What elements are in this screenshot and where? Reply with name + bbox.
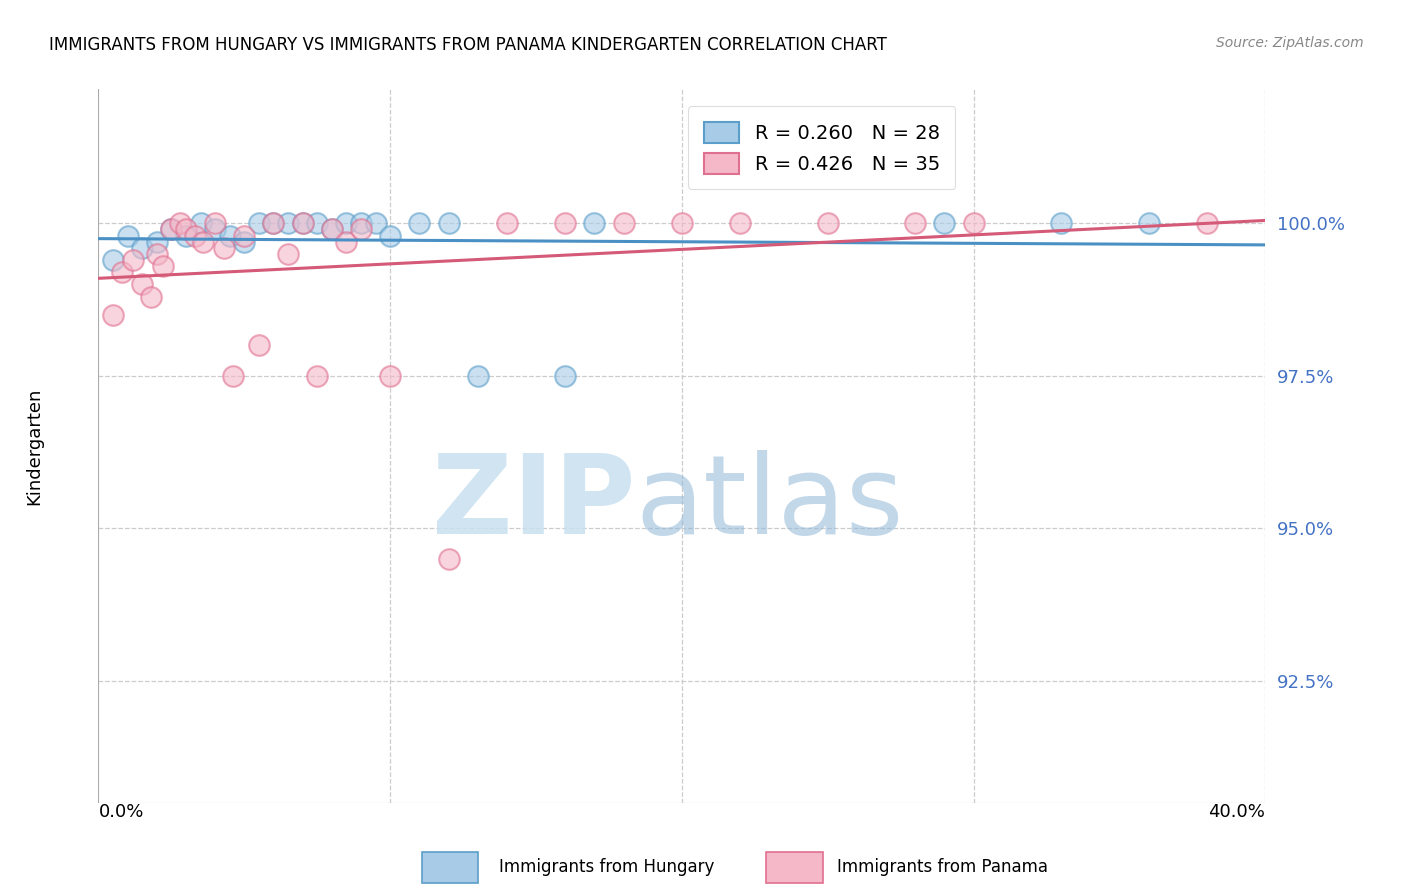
Point (554, 216, 576, 230)
Point (174, 228, 197, 243)
Point (554, 368, 576, 383)
Point (131, 277, 153, 292)
Point (277, 247, 299, 261)
Point (364, 216, 387, 230)
Text: IMMIGRANTS FROM HUNGARY VS IMMIGRANTS FROM PANAMA KINDERGARTEN CORRELATION CHART: IMMIGRANTS FROM HUNGARY VS IMMIGRANTS FR… (49, 36, 887, 54)
Point (247, 216, 270, 230)
Point (139, 289, 162, 303)
Point (131, 241, 153, 255)
Text: Immigrants from Panama: Immigrants from Panama (837, 858, 1047, 876)
Point (152, 259, 174, 273)
Text: Immigrants from Hungary: Immigrants from Hungary (499, 858, 714, 876)
Text: 0.0%: 0.0% (98, 803, 143, 821)
Point (335, 235, 357, 249)
Point (233, 235, 256, 249)
Point (321, 222, 343, 236)
Point (146, 247, 169, 261)
Text: ZIP: ZIP (432, 450, 636, 557)
Point (467, 368, 489, 383)
Point (111, 265, 134, 279)
Point (221, 368, 243, 383)
Point (212, 241, 235, 255)
Point (190, 216, 212, 230)
Legend: R = 0.260   N = 28, R = 0.426   N = 35: R = 0.260 N = 28, R = 0.426 N = 35 (689, 106, 956, 189)
Point (204, 216, 226, 230)
Point (817, 216, 839, 230)
Point (277, 216, 299, 230)
Point (437, 216, 460, 230)
Point (408, 216, 430, 230)
Text: atlas: atlas (636, 450, 904, 557)
Point (160, 222, 183, 236)
Point (307, 368, 329, 383)
Point (350, 216, 373, 230)
Point (233, 228, 256, 243)
Point (218, 228, 240, 243)
Point (101, 252, 124, 267)
Point (1050, 216, 1073, 230)
Point (583, 216, 606, 230)
Point (1195, 216, 1218, 230)
Point (122, 252, 145, 267)
Point (378, 368, 402, 383)
Point (728, 216, 751, 230)
Point (169, 216, 191, 230)
Point (117, 228, 139, 243)
Point (612, 216, 634, 230)
Text: Source: ZipAtlas.com: Source: ZipAtlas.com (1216, 36, 1364, 50)
Point (160, 222, 183, 236)
Point (321, 222, 343, 236)
Point (495, 216, 517, 230)
Point (146, 235, 169, 249)
Point (262, 216, 284, 230)
Point (247, 338, 270, 352)
Point (962, 216, 984, 230)
Point (671, 216, 693, 230)
Point (1137, 216, 1160, 230)
Point (307, 216, 329, 230)
Point (193, 235, 215, 249)
Text: Kindergarten: Kindergarten (25, 387, 44, 505)
Point (204, 222, 226, 236)
Point (335, 216, 357, 230)
Point (262, 216, 284, 230)
Text: 40.0%: 40.0% (1209, 803, 1265, 821)
Point (174, 222, 197, 236)
Point (183, 228, 205, 243)
Point (934, 216, 956, 230)
Point (101, 308, 124, 322)
Point (378, 228, 402, 243)
Point (350, 222, 373, 236)
Point (904, 216, 927, 230)
Point (291, 216, 314, 230)
Point (291, 216, 314, 230)
Point (437, 551, 460, 566)
